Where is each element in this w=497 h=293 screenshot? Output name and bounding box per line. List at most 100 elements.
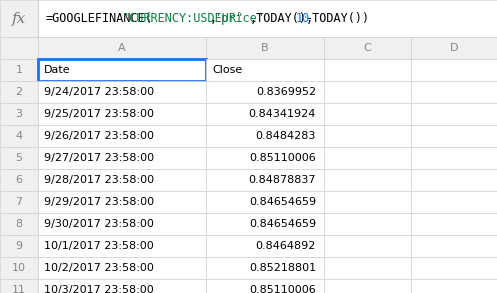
Bar — [38, 235, 206, 257]
Bar — [38, 59, 206, 81]
Bar — [38, 257, 206, 279]
Text: A: A — [118, 43, 126, 53]
Bar — [0, 191, 38, 213]
Text: ,: , — [209, 12, 216, 25]
Bar — [411, 103, 497, 125]
Text: 10/2/2017 23:58:00: 10/2/2017 23:58:00 — [44, 263, 154, 273]
Bar — [206, 235, 324, 257]
Text: 10/1/2017 23:58:00: 10/1/2017 23:58:00 — [44, 241, 154, 251]
Text: ,TODAY()-: ,TODAY()- — [250, 12, 314, 25]
Text: Close: Close — [212, 65, 242, 75]
Text: 0.84341924: 0.84341924 — [248, 109, 316, 119]
Bar — [206, 125, 324, 147]
Text: 9/26/2017 23:58:00: 9/26/2017 23:58:00 — [44, 131, 154, 141]
Bar — [206, 103, 324, 125]
Bar — [38, 37, 206, 59]
Bar — [324, 59, 411, 81]
Bar — [206, 257, 324, 279]
Bar — [324, 279, 411, 293]
Bar — [0, 257, 38, 279]
Text: =GOOGLEFINANCE(: =GOOGLEFINANCE( — [46, 12, 153, 25]
Text: 10: 10 — [296, 12, 310, 25]
Bar — [38, 103, 206, 125]
Bar — [38, 191, 206, 213]
Text: B: B — [261, 43, 269, 53]
Text: 10: 10 — [12, 263, 26, 273]
Bar — [38, 125, 206, 147]
Bar — [206, 213, 324, 235]
Text: 0.8484283: 0.8484283 — [255, 131, 316, 141]
Bar — [0, 103, 38, 125]
Bar — [411, 235, 497, 257]
Text: 3: 3 — [15, 109, 22, 119]
Bar — [411, 147, 497, 169]
Text: ,TODAY()): ,TODAY()) — [306, 12, 370, 25]
Bar — [0, 37, 38, 59]
Text: C: C — [364, 43, 371, 53]
Bar — [38, 81, 206, 103]
Text: D: D — [450, 43, 458, 53]
Bar — [411, 279, 497, 293]
Bar — [324, 213, 411, 235]
Text: fx: fx — [12, 11, 26, 25]
Text: 9/29/2017 23:58:00: 9/29/2017 23:58:00 — [44, 197, 154, 207]
Text: 0.85110006: 0.85110006 — [249, 285, 316, 293]
Bar — [324, 191, 411, 213]
Bar — [38, 147, 206, 169]
Bar — [38, 0, 497, 37]
Bar — [206, 147, 324, 169]
Text: 9/25/2017 23:58:00: 9/25/2017 23:58:00 — [44, 109, 154, 119]
Text: 7: 7 — [15, 197, 22, 207]
Text: 0.8464892: 0.8464892 — [255, 241, 316, 251]
Bar — [0, 279, 38, 293]
Bar — [324, 125, 411, 147]
Text: 9/24/2017 23:58:00: 9/24/2017 23:58:00 — [44, 87, 154, 97]
Text: 1: 1 — [15, 65, 22, 75]
Text: 11: 11 — [12, 285, 26, 293]
Bar — [38, 213, 206, 235]
Text: Date: Date — [44, 65, 71, 75]
Bar — [0, 213, 38, 235]
Text: "price": "price" — [214, 12, 264, 25]
Bar — [0, 0, 38, 37]
Bar — [324, 257, 411, 279]
Text: 0.84654659: 0.84654659 — [249, 197, 316, 207]
Bar — [411, 169, 497, 191]
Bar — [324, 81, 411, 103]
Bar — [0, 59, 38, 81]
Text: 2: 2 — [15, 87, 22, 97]
Bar — [38, 169, 206, 191]
Text: 0.85218801: 0.85218801 — [249, 263, 316, 273]
Text: 6: 6 — [15, 175, 22, 185]
Bar — [324, 147, 411, 169]
Bar — [324, 37, 411, 59]
Bar — [411, 125, 497, 147]
Bar — [411, 81, 497, 103]
Bar — [206, 279, 324, 293]
Bar — [206, 169, 324, 191]
Text: 9/28/2017 23:58:00: 9/28/2017 23:58:00 — [44, 175, 154, 185]
Bar — [411, 59, 497, 81]
Bar — [411, 37, 497, 59]
Bar — [411, 191, 497, 213]
Bar — [206, 37, 324, 59]
Text: "CURRENCY:USDEUR": "CURRENCY:USDEUR" — [122, 12, 244, 25]
Bar — [411, 213, 497, 235]
Text: 0.84654659: 0.84654659 — [249, 219, 316, 229]
Text: 10/3/2017 23:58:00: 10/3/2017 23:58:00 — [44, 285, 154, 293]
Bar — [324, 235, 411, 257]
Bar — [38, 279, 206, 293]
Bar — [324, 169, 411, 191]
Bar — [0, 147, 38, 169]
Bar — [0, 81, 38, 103]
Bar — [0, 235, 38, 257]
Text: 9/27/2017 23:58:00: 9/27/2017 23:58:00 — [44, 153, 154, 163]
Bar — [411, 257, 497, 279]
Bar — [206, 81, 324, 103]
Text: 0.84878837: 0.84878837 — [248, 175, 316, 185]
Bar — [206, 59, 324, 81]
Text: 4: 4 — [15, 131, 22, 141]
Text: 0.85110006: 0.85110006 — [249, 153, 316, 163]
Bar — [0, 125, 38, 147]
Text: 9/30/2017 23:58:00: 9/30/2017 23:58:00 — [44, 219, 154, 229]
